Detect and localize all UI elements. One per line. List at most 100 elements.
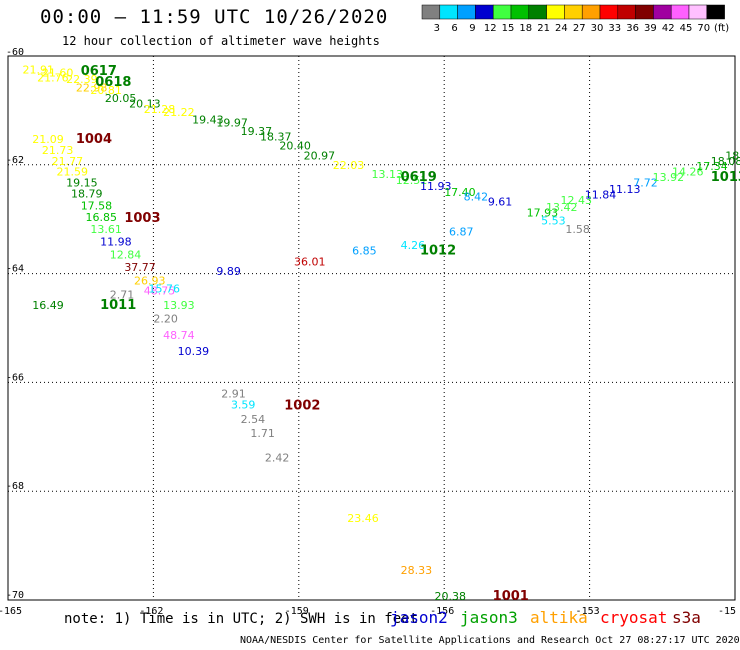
colorbar-swatch <box>528 4 547 20</box>
colorbar-label: 3 <box>434 23 440 34</box>
wave-height-point: 20.05 <box>105 92 137 105</box>
y-tick-label: -62 <box>6 155 24 166</box>
wave-height-point: 5.53 <box>541 215 566 228</box>
wave-height-point: 21.91 <box>23 63 55 76</box>
wave-height-point: 21.60 <box>42 67 74 80</box>
wave-height-point: 4.26 <box>401 239 426 252</box>
wave-height-point: 19.97 <box>216 117 248 130</box>
colorbar-swatch <box>457 4 476 20</box>
colorbar-label: 45 <box>680 23 693 34</box>
colorbar-label: 70 <box>697 23 710 34</box>
wave-height-point: 19.15 <box>66 177 98 190</box>
colorbar-swatch <box>439 4 458 20</box>
wave-height-point: 2.91 <box>221 388 246 401</box>
wave-height-point: 23.46 <box>347 512 379 525</box>
wave-height-point: 13.93 <box>163 299 195 312</box>
colorbar-label: 6 <box>451 23 457 34</box>
wave-height-point: 18.37 <box>260 130 292 143</box>
wave-height-point: 17.40 <box>444 186 476 199</box>
colorbar-label: 18 <box>519 23 532 34</box>
wave-height-point: 21.76 <box>37 72 69 85</box>
wave-height-point: 18.56 <box>725 149 740 162</box>
colorbar-label: 9 <box>469 23 475 34</box>
colorbar-label: 42 <box>662 23 675 34</box>
track-id-label: 1013 <box>711 170 740 185</box>
colorbar-swatch <box>706 4 725 20</box>
wave-height-point: 19.37 <box>241 125 273 138</box>
track-id-label: 1012 <box>420 244 456 259</box>
colorbar-swatch <box>510 4 530 20</box>
wave-height-point: 7.72 <box>633 177 658 190</box>
wave-height-point: 21.77 <box>52 155 83 168</box>
wave-height-point: 10.39 <box>178 345 210 358</box>
y-tick-label: -68 <box>6 481 24 492</box>
wave-height-point: 17.58 <box>81 199 113 212</box>
wave-height-point: 11.84 <box>585 189 617 202</box>
wave-height-point: 21.09 <box>32 133 64 146</box>
colorbar-label: 39 <box>644 23 657 34</box>
colorbar-swatch <box>599 4 619 20</box>
wave-height-point: 2.42 <box>265 451 290 464</box>
colorbar-swatch <box>617 4 636 20</box>
wave-height-point: 13.92 <box>653 171 685 184</box>
wave-height-point: 15.76 <box>149 283 181 296</box>
colorbar-label: 21 <box>537 23 550 34</box>
colorbar-swatch <box>421 4 441 20</box>
x-tick-label: -165 <box>0 606 22 617</box>
wave-height-point: 22.39 <box>66 73 98 86</box>
wave-height-point: 3.59 <box>231 399 256 412</box>
wave-height-point: 13.13 <box>372 168 404 181</box>
wave-height-point: 20.40 <box>279 140 311 153</box>
footer-note: note: 1) Time is in UTC; 2) SWH is in fe… <box>64 611 419 627</box>
y-tick-label: -66 <box>6 372 24 383</box>
plot-frame <box>7 55 736 601</box>
wave-height-point: 36.01 <box>294 255 326 268</box>
colorbar-swatch <box>492 4 512 20</box>
wave-height-point: 12.51 <box>396 174 428 187</box>
track-id-label: 1002 <box>284 399 320 414</box>
track-id-label: 0619 <box>401 170 437 185</box>
wave-height-point: 1.58 <box>565 223 590 236</box>
wave-height-point: 2.54 <box>241 413 266 426</box>
colorbar-swatch <box>564 4 583 20</box>
wave-height-point: 21.73 <box>42 144 74 157</box>
colorbar-swatch <box>688 4 708 20</box>
wave-height-point: 11.98 <box>100 235 132 248</box>
wave-height-point: 20.97 <box>304 149 336 162</box>
wave-height-point: 18.08 <box>711 155 740 168</box>
colorbar-swatch <box>635 4 654 20</box>
wave-height-point: 17.34 <box>696 160 728 173</box>
wave-height-point: 13.42 <box>546 201 578 214</box>
y-tick-label: -64 <box>6 264 24 275</box>
wave-height-point: 6.85 <box>352 245 377 258</box>
wave-height-point: 48.74 <box>163 329 195 342</box>
x-tick-label: -156 <box>430 606 454 617</box>
legend-cryosat: cryosat <box>600 608 668 627</box>
wave-height-point: 12.43 <box>561 194 593 207</box>
x-tick-label: -162 <box>139 606 163 617</box>
wave-height-point: 2.71 <box>110 289 135 302</box>
colorbar-label: 33 <box>608 23 621 34</box>
track-id-label: 0618 <box>95 75 131 90</box>
colorbar-label: (ft) <box>714 23 729 34</box>
legend-jason2: jason2 <box>390 608 448 627</box>
wave-height-point: 16.85 <box>86 211 118 224</box>
colorbar-swatch <box>581 4 601 20</box>
wave-height-point: 21.59 <box>56 166 88 179</box>
track-id-label: 1003 <box>124 211 160 226</box>
colorbar-label: 30 <box>591 23 604 34</box>
colorbar-label: 12 <box>484 23 497 34</box>
colorbar-label: 15 <box>502 23 515 34</box>
wave-height-point: 9.89 <box>216 265 241 278</box>
track-id-label: 1001 <box>493 589 529 604</box>
track-id-label: 1011 <box>100 298 136 313</box>
x-tick-label: -153 <box>576 606 600 617</box>
colorbar-swatch <box>475 4 494 20</box>
wave-height-point: 11.13 <box>609 183 641 196</box>
wave-height-point: 37.77 <box>124 261 156 274</box>
wave-height-point: 21.22 <box>163 106 195 119</box>
wave-height-point: 28.33 <box>401 564 433 577</box>
wave-height-point: 22.98 <box>76 81 108 94</box>
wave-height-point: 20.38 <box>435 590 467 603</box>
